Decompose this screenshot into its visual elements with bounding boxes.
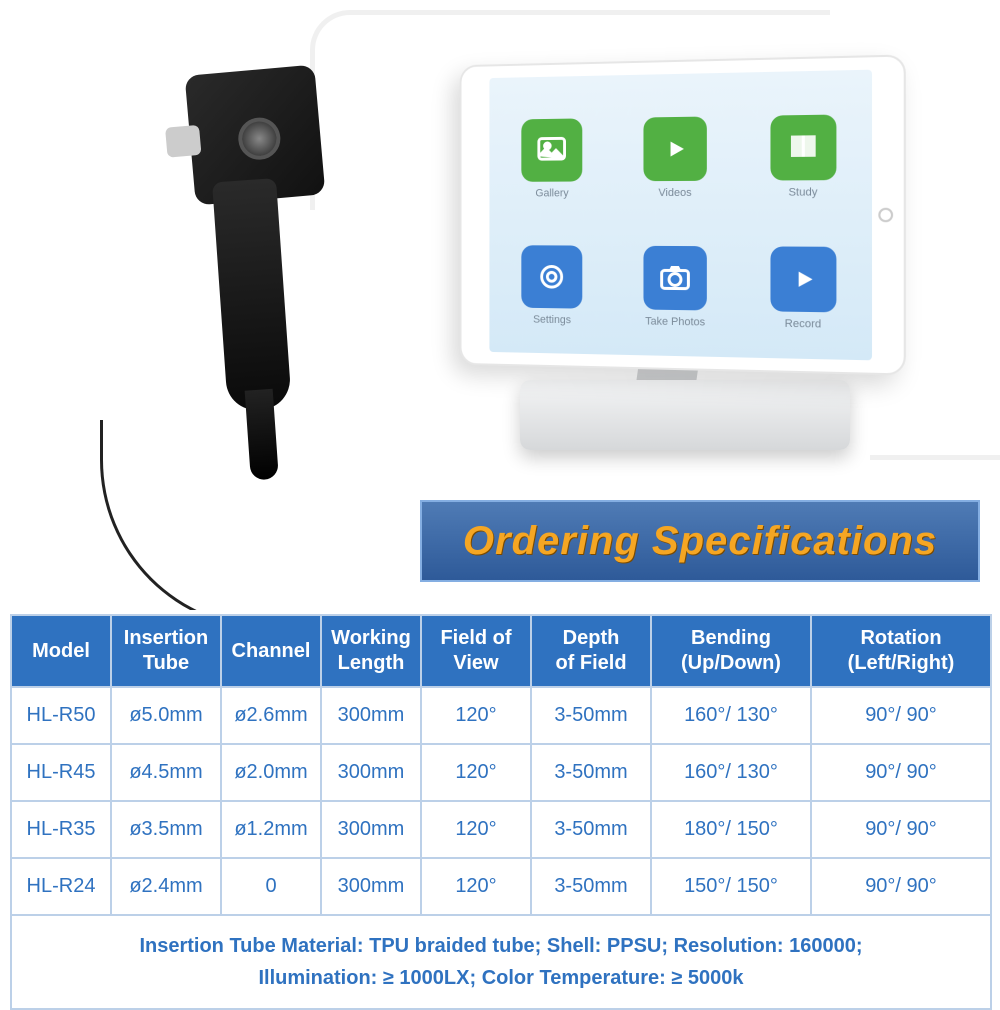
table-cell: 3-50mm bbox=[531, 687, 651, 744]
table-cell: HL-R24 bbox=[11, 858, 111, 915]
col-header: InsertionTube bbox=[111, 615, 221, 687]
table-cell: 120° bbox=[421, 858, 531, 915]
table-cell: 3-50mm bbox=[531, 744, 651, 801]
col-header: Depthof Field bbox=[531, 615, 651, 687]
table-cell: 300mm bbox=[321, 687, 421, 744]
table-cell: 120° bbox=[421, 687, 531, 744]
table-cell: HL-R45 bbox=[11, 744, 111, 801]
col-header: Channel bbox=[221, 615, 321, 687]
table-cell: 120° bbox=[421, 801, 531, 858]
book-icon bbox=[770, 114, 836, 180]
spec-table: ModelInsertionTubeChannelWorkingLengthFi… bbox=[10, 614, 992, 1010]
app-label: Gallery bbox=[535, 187, 568, 199]
table-footer-cell: Insertion Tube Material: TPU braided tub… bbox=[11, 915, 991, 1009]
tablet-stand-base bbox=[520, 380, 850, 450]
table-cell: 120° bbox=[421, 744, 531, 801]
app-label: Study bbox=[788, 186, 817, 198]
app-record[interactable]: Record bbox=[770, 246, 836, 330]
endoscope-handle bbox=[212, 178, 292, 412]
table-cell: ø2.4mm bbox=[111, 858, 221, 915]
table-cell: 160°/ 130° bbox=[651, 744, 811, 801]
table-cell: 3-50mm bbox=[531, 858, 651, 915]
col-header: Field ofView bbox=[421, 615, 531, 687]
table-cell: 180°/ 150° bbox=[651, 801, 811, 858]
col-header: Rotation(Left/Right) bbox=[811, 615, 991, 687]
endoscope-probe bbox=[100, 460, 270, 610]
tablet-home-button bbox=[878, 208, 893, 222]
app-settings[interactable]: Settings bbox=[522, 245, 583, 326]
app-take-photos[interactable]: Take Photos bbox=[643, 245, 706, 328]
play-icon bbox=[643, 116, 706, 181]
footer-value: ≥ 5000k bbox=[666, 967, 744, 989]
footer-label: Insertion Tube Material: bbox=[139, 935, 363, 957]
app-label: Videos bbox=[658, 186, 691, 198]
table-footer-row: Insertion Tube Material: TPU braided tub… bbox=[11, 915, 991, 1009]
table-cell: 3-50mm bbox=[531, 801, 651, 858]
table-cell: 90°/ 90° bbox=[811, 858, 991, 915]
table-row: HL-R50ø5.0mmø2.6mm300mm120°3-50mm160°/ 1… bbox=[11, 687, 991, 744]
table-cell: 90°/ 90° bbox=[811, 744, 991, 801]
rec-icon bbox=[770, 246, 836, 312]
col-header: WorkingLength bbox=[321, 615, 421, 687]
tablet-screen: Gallery Videos Study Settings Take Photos Rec… bbox=[489, 70, 872, 361]
app-videos[interactable]: Videos bbox=[643, 116, 706, 199]
product-photo-area: Gallery Videos Study Settings Take Photos Rec… bbox=[0, 0, 1000, 610]
table-cell: HL-R35 bbox=[11, 801, 111, 858]
app-label: Take Photos bbox=[645, 315, 705, 328]
title-banner: Ordering Specifications bbox=[420, 500, 980, 582]
table-cell: HL-R50 bbox=[11, 687, 111, 744]
table-cell: 300mm bbox=[321, 744, 421, 801]
app-gallery[interactable]: Gallery bbox=[522, 118, 583, 199]
app-label: Settings bbox=[533, 313, 571, 325]
camera-icon bbox=[643, 245, 706, 310]
table-cell: ø1.2mm bbox=[221, 801, 321, 858]
table-cell: ø4.5mm bbox=[111, 744, 221, 801]
footer-value: ≥ 1000LX; bbox=[377, 967, 481, 989]
col-header: Model bbox=[11, 615, 111, 687]
table-body: HL-R50ø5.0mmø2.6mm300mm120°3-50mm160°/ 1… bbox=[11, 687, 991, 1009]
footer-label: Illumination: bbox=[258, 967, 377, 989]
table-cell: 300mm bbox=[321, 801, 421, 858]
image-icon bbox=[522, 118, 583, 181]
table-cell: ø2.0mm bbox=[221, 744, 321, 801]
app-label: Record bbox=[785, 317, 822, 330]
table-row: HL-R24ø2.4mm0300mm120°3-50mm150°/ 150°90… bbox=[11, 858, 991, 915]
footer-value: TPU braided tube; bbox=[364, 935, 547, 957]
table-cell: 150°/ 150° bbox=[651, 858, 811, 915]
table-cell: 90°/ 90° bbox=[811, 687, 991, 744]
col-header: Bending(Up/Down) bbox=[651, 615, 811, 687]
table-cell: ø5.0mm bbox=[111, 687, 221, 744]
table-cell: 160°/ 130° bbox=[651, 687, 811, 744]
table-row: HL-R45ø4.5mmø2.0mm300mm120°3-50mm160°/ 1… bbox=[11, 744, 991, 801]
gear-icon bbox=[522, 245, 583, 308]
footer-label: Color Temperature: bbox=[482, 967, 666, 989]
footer-label: Shell: bbox=[547, 935, 601, 957]
title-text: Ordering Specifications bbox=[463, 519, 937, 564]
table-cell: 300mm bbox=[321, 858, 421, 915]
footer-value: PPSU; bbox=[601, 935, 673, 957]
app-study[interactable]: Study bbox=[770, 114, 836, 198]
table-cell: ø3.5mm bbox=[111, 801, 221, 858]
table-header-row: ModelInsertionTubeChannelWorkingLengthFi… bbox=[11, 615, 991, 687]
tablet-device: Gallery Videos Study Settings Take Photos Rec… bbox=[460, 54, 906, 375]
table-cell: 0 bbox=[221, 858, 321, 915]
table-cell: 90°/ 90° bbox=[811, 801, 991, 858]
footer-value: 160000; bbox=[784, 935, 863, 957]
footer-label: Resolution: bbox=[674, 935, 784, 957]
table-row: HL-R35ø3.5mmø1.2mm300mm120°3-50mm180°/ 1… bbox=[11, 801, 991, 858]
table-cell: ø2.6mm bbox=[221, 687, 321, 744]
